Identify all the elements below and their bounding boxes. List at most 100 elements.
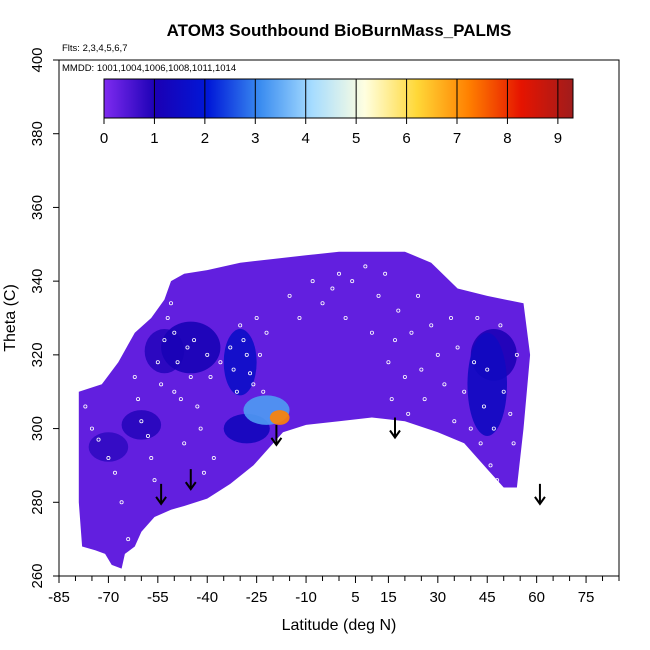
field-cell-9: [269, 410, 290, 425]
y-tick-label-340: 340: [29, 269, 46, 294]
sample-point-24: [188, 374, 193, 379]
sample-point-10: [145, 433, 150, 438]
sample-point-79: [485, 367, 490, 372]
sample-point-31: [211, 456, 216, 461]
field-cell-6: [467, 332, 507, 436]
colorbar: 0 1 2 3 4 5 6 7 8 9: [100, 78, 574, 147]
flight-arrow-head: [389, 429, 401, 440]
sample-point-50: [336, 271, 341, 276]
sample-point-45: [287, 293, 292, 298]
sample-point-4: [113, 470, 118, 475]
sample-point-39: [248, 371, 253, 376]
sample-point-61: [402, 374, 407, 379]
sample-point-81: [491, 426, 496, 431]
sample-point-1: [89, 426, 94, 431]
flight-arrow-head: [270, 437, 283, 447]
sample-point-9: [139, 419, 144, 424]
x-tick-label-15: 15: [380, 589, 397, 606]
sample-point-74: [468, 426, 473, 431]
sample-point-21: [178, 397, 183, 402]
sample-point-63: [409, 330, 414, 335]
chart-title: ATOM3 Southbound BioBurnMass_PALMS: [167, 21, 512, 40]
flight-arrow-2: [270, 424, 283, 447]
sample-point-23: [185, 345, 190, 350]
sample-point-48: [320, 301, 325, 306]
sample-point-65: [419, 367, 424, 372]
x-tick-label--40: -40: [196, 589, 218, 606]
x-tick-label-75: 75: [578, 589, 595, 606]
sample-point-38: [244, 352, 249, 357]
sample-point-28: [201, 470, 206, 475]
sample-point-5: [119, 500, 124, 505]
y-tick-label-260: 260: [29, 563, 46, 588]
sample-point-3: [106, 456, 111, 461]
sample-point-71: [452, 419, 457, 424]
flights-note: Flts: 2,3,4,5,6,7: [62, 43, 127, 54]
sample-point-54: [369, 330, 374, 335]
x-tick-label--10: -10: [295, 589, 317, 606]
sample-point-11: [149, 456, 154, 461]
sample-point-66: [422, 397, 427, 402]
x-tick-label-30: 30: [429, 589, 446, 606]
y-tick-label-280: 280: [29, 490, 46, 515]
sample-point-29: [205, 352, 210, 357]
sample-point-20: [175, 360, 180, 365]
sample-point-51: [343, 315, 348, 320]
data-field-region: [78, 251, 531, 569]
mmdd-note: MMDD: 1001,1004,1006,1008,1011,1014: [62, 63, 236, 74]
sample-point-70: [448, 315, 453, 320]
field-cell-4: [161, 321, 221, 374]
sample-point-27: [198, 426, 203, 431]
flight-arrow-head: [155, 496, 167, 506]
sample-point-58: [389, 397, 394, 402]
sample-point-8: [136, 397, 141, 402]
sample-point-22: [182, 441, 187, 446]
sample-point-86: [511, 441, 516, 446]
sample-point-84: [501, 389, 506, 394]
sample-point-49: [330, 286, 335, 291]
field-cell-0: [88, 432, 129, 462]
sample-point-7: [132, 374, 137, 379]
field-cell-7: [223, 329, 257, 396]
colorbar-tick-label-0: 0: [100, 130, 108, 147]
sample-point-19: [172, 389, 177, 394]
x-axis-label: Latitude (deg N): [282, 617, 397, 634]
x-axis: -85 -70 -55 -40 -25 -10 5 15 30 45 60 75: [48, 576, 620, 606]
colorbar-tick-label-9: 9: [554, 130, 562, 147]
sample-markers: [83, 264, 519, 542]
sample-point-75: [472, 360, 477, 365]
y-tick-label-380: 380: [29, 121, 46, 146]
sample-point-26: [195, 404, 200, 409]
y-axis: 260 280 300 320 340 360 380 400: [29, 47, 59, 589]
colorbar-tick-label-1: 1: [150, 130, 158, 147]
sample-point-0: [83, 404, 88, 409]
sample-point-30: [208, 374, 213, 379]
colorbar-tick-label-7: 7: [453, 130, 461, 147]
x-tick-label-5: 5: [351, 589, 359, 606]
sample-point-52: [350, 279, 355, 284]
colorbar-tick-label-6: 6: [402, 130, 410, 147]
y-axis-label: Theta (C): [2, 284, 19, 352]
sample-point-32: [218, 360, 223, 365]
sample-point-41: [254, 315, 259, 320]
sample-point-37: [241, 338, 246, 343]
flight-arrow-head: [534, 496, 546, 506]
sample-point-44: [264, 330, 269, 335]
sample-point-15: [162, 338, 167, 343]
y-tick-label-360: 360: [29, 195, 46, 220]
sample-point-67: [429, 323, 434, 328]
sample-point-6: [126, 537, 131, 542]
x-tick-label-60: 60: [528, 589, 545, 606]
x-tick-label--25: -25: [246, 589, 268, 606]
sample-point-2: [96, 437, 101, 442]
sample-point-83: [498, 323, 503, 328]
sample-point-42: [257, 352, 262, 357]
sample-point-62: [406, 411, 411, 416]
sample-point-40: [251, 382, 256, 387]
x-tick-label--55: -55: [147, 589, 169, 606]
sample-point-16: [165, 315, 170, 320]
sample-point-53: [363, 264, 368, 269]
sample-point-60: [396, 308, 401, 313]
y-tick-label-320: 320: [29, 342, 46, 367]
